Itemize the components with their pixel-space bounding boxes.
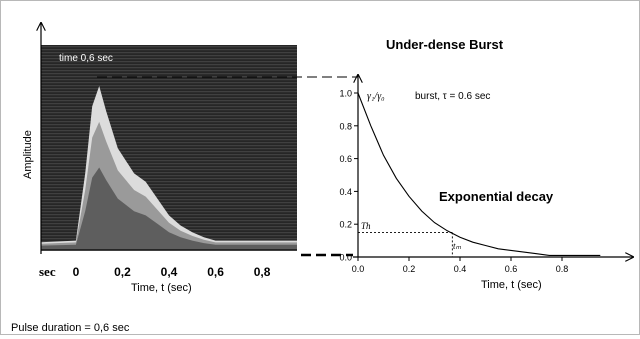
pulse-duration-label: Pulse duration = 0,6 sec	[11, 322, 130, 334]
left-x-tick-label: 0,6	[207, 265, 224, 279]
left-panel: time 0,6 sec Amplitude sec 0 0,2 0,4 0,6 0,8…	[11, 23, 297, 334]
right-x-tick-label: 0.4	[454, 264, 467, 274]
right-x-tick-label: 0.0	[352, 264, 365, 274]
left-x-tick-labels: 0 0,2 0,4 0,6 0,8	[73, 265, 271, 279]
decay-curve-series	[357, 92, 601, 256]
threshold-guides	[358, 231, 453, 257]
right-y-tick-label: 0.8	[339, 121, 352, 131]
gamma-ratio-annotation: γ₁/γ₀	[367, 91, 385, 102]
left-x-axis-label: Time, t (sec)	[131, 282, 192, 294]
exponential-decay-label: Exponential decay	[439, 189, 554, 204]
echo-envelope-inner	[41, 167, 297, 249]
left-x-tick-label: 0	[73, 265, 80, 279]
right-y-tick-label: 0.6	[339, 154, 352, 164]
right-x-tick-label: 0.2	[403, 264, 416, 274]
left-y-axis-label: Amplitude	[22, 130, 34, 179]
right-y-ticks: 0.0 0.2 0.4 0.6 0.8 1.0	[339, 89, 358, 263]
burst-legend-annotation: burst, τ = 0.6 sec	[415, 91, 490, 102]
echo-envelope	[41, 86, 297, 249]
right-x-tick-label: 0.8	[556, 264, 569, 274]
overlay-time-label: time 0,6 sec	[59, 53, 113, 64]
threshold-label: Th	[361, 221, 371, 231]
right-y-tick-label: 1.0	[339, 89, 352, 99]
right-x-tick-label: 0.6	[505, 264, 518, 274]
tm-label: tₘ	[453, 241, 462, 251]
right-x-axis-label: Time, t (sec)	[481, 279, 542, 291]
right-y-tick-label: 0.4	[339, 187, 352, 197]
right-y-tick-label: 0.2	[339, 220, 352, 230]
left-x-tick-label: 0,2	[114, 265, 131, 279]
x-unit-label: sec	[39, 264, 56, 279]
right-x-ticks: 0.0 0.2 0.4 0.6 0.8	[352, 257, 569, 274]
right-panel: Under-dense Burst 0.0 0.2 0.4 0.6 0.8 1.0 0.0…	[339, 37, 633, 291]
right-chart-title: Under-dense Burst	[386, 37, 504, 52]
figure-canvas: time 0,6 sec Amplitude sec 0 0,2 0,4 0,6 0,8…	[11, 1, 639, 334]
left-x-tick-label: 0,8	[254, 265, 271, 279]
left-x-tick-label: 0,4	[161, 265, 178, 279]
right-y-tick-label: 0.0	[339, 253, 352, 263]
